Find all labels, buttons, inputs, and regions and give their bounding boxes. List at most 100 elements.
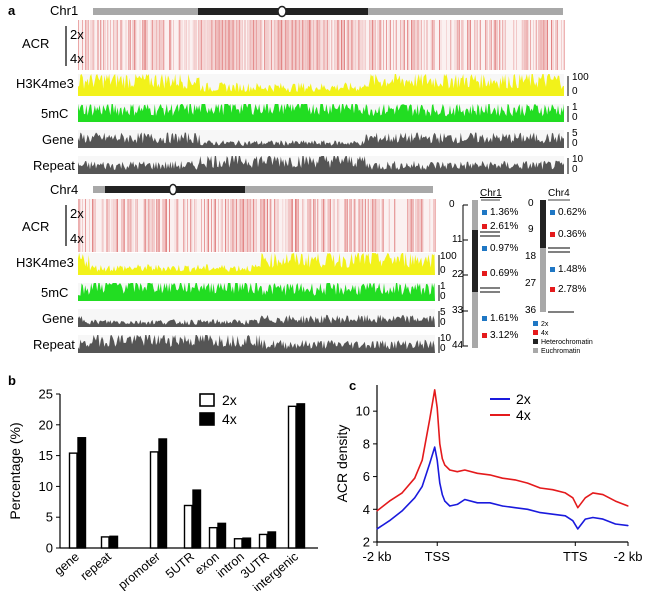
- acr-stripe: [297, 20, 299, 70]
- acr-stripe: [190, 199, 191, 252]
- acr-stripe: [349, 20, 351, 70]
- data-point-4x: [421, 459, 423, 461]
- chr1-scale-min: 0: [572, 138, 578, 149]
- acr-stripe: [227, 199, 229, 252]
- acr-stripe: [246, 199, 247, 252]
- acr-stripe: [86, 20, 88, 70]
- ideogram-chr1: [462, 199, 500, 348]
- acr-stripe: [386, 20, 387, 70]
- acr-stripe: [115, 20, 117, 70]
- acr-stripe: [328, 199, 330, 252]
- acr-stripe: [317, 199, 319, 252]
- acr-stripe: [268, 20, 270, 70]
- acr-stripe: [185, 20, 187, 70]
- ideogram-chr1-percent: 2.61%: [482, 221, 518, 232]
- chr1-acr-label: ACR: [22, 36, 50, 51]
- acr-stripe: [421, 20, 422, 70]
- acr-stripe: [331, 20, 333, 70]
- acr-stripe: [150, 20, 152, 70]
- acr-stripe: [267, 20, 268, 70]
- percent-value: 0.62%: [558, 207, 587, 218]
- acr-stripe: [264, 20, 265, 70]
- acr-stripe: [556, 20, 558, 70]
- series-line-2x: [376, 446, 629, 530]
- acr-stripe: [215, 20, 216, 70]
- acr-stripe: [131, 199, 132, 252]
- acr-stripe: [218, 199, 219, 252]
- acr-stripe: [121, 199, 123, 252]
- acr-stripe: [85, 20, 86, 70]
- acr-stripe: [79, 199, 81, 252]
- acr-stripe: [89, 199, 90, 252]
- chr4-scale-min: 0: [440, 265, 446, 276]
- acr-stripe: [390, 20, 391, 70]
- acr-stripe: [218, 20, 219, 70]
- acr-stripe: [408, 20, 410, 70]
- acr-stripe: [285, 20, 286, 70]
- acr-stripe: [204, 199, 205, 252]
- acr-stripe: [92, 20, 93, 70]
- ideogram-chr4-percent: 0.62%: [550, 207, 586, 218]
- acr-stripe: [201, 199, 202, 252]
- acr-stripe: [128, 199, 130, 252]
- data-point-2x: [489, 502, 491, 504]
- data-point-4x: [514, 479, 516, 481]
- acr-stripe: [125, 20, 127, 70]
- acr-stripe: [563, 20, 565, 70]
- acr-stripe: [92, 199, 93, 252]
- data-point-2x: [401, 510, 403, 512]
- data-point-2x: [577, 528, 579, 530]
- acr-stripe: [248, 20, 250, 70]
- acr-stripe: [139, 20, 141, 70]
- acr-stripe: [339, 20, 341, 70]
- acr-stripe: [300, 20, 302, 70]
- ideogram-chr4-euchromatin: [540, 200, 546, 312]
- acr-stripe: [174, 199, 176, 252]
- data-point-2x: [584, 518, 586, 520]
- data-point-2x: [476, 502, 478, 504]
- acr-stripe: [166, 199, 167, 252]
- acr-stripe: [153, 199, 155, 252]
- acr-stripe: [286, 20, 288, 70]
- chr1-track-label-5mc: 5mC: [41, 106, 69, 121]
- data-point-2x: [514, 507, 516, 509]
- data-point-2x: [434, 446, 436, 448]
- acr-stripe: [117, 20, 118, 70]
- acr-stripe: [320, 20, 321, 70]
- acr-stripe: [346, 199, 348, 252]
- chr4-acr-row-2x: 2x: [70, 206, 84, 221]
- acr-stripe: [355, 20, 356, 70]
- acr-stripe: [314, 20, 316, 70]
- data-point-2x: [501, 505, 504, 507]
- acr-stripe: [129, 199, 131, 252]
- acr-stripe: [440, 20, 442, 70]
- acr-stripe: [128, 20, 130, 70]
- acr-stripe: [132, 199, 134, 252]
- acr-stripe: [274, 199, 275, 252]
- acr-stripe: [124, 199, 125, 252]
- acr-stripe: [502, 20, 503, 70]
- acr-stripe: [289, 20, 291, 70]
- acr-stripe: [296, 20, 298, 70]
- acr-stripe: [153, 20, 155, 70]
- percent-value: 3.12%: [490, 330, 519, 341]
- acr-stripe: [97, 20, 99, 70]
- data-point-2x: [464, 498, 466, 501]
- chr1-centromere: [277, 5, 287, 18]
- y-tick-label: 4: [363, 502, 370, 517]
- acr-stripe: [191, 199, 193, 252]
- acr-stripe: [160, 20, 162, 70]
- acr-stripe: [192, 20, 194, 70]
- data-point-4x: [414, 477, 416, 479]
- acr-stripe: [337, 20, 338, 70]
- acr-stripe: [208, 20, 209, 70]
- percent-swatch: [482, 315, 487, 321]
- acr-stripe: [457, 20, 459, 70]
- data-point-4x: [444, 464, 446, 466]
- acr-stripe: [433, 199, 435, 252]
- acr-stripe: [258, 20, 260, 70]
- acr-stripe: [499, 20, 501, 70]
- legend-swatch-2x: [199, 393, 215, 407]
- acr-stripe: [163, 20, 165, 70]
- acr-stripe: [225, 199, 226, 252]
